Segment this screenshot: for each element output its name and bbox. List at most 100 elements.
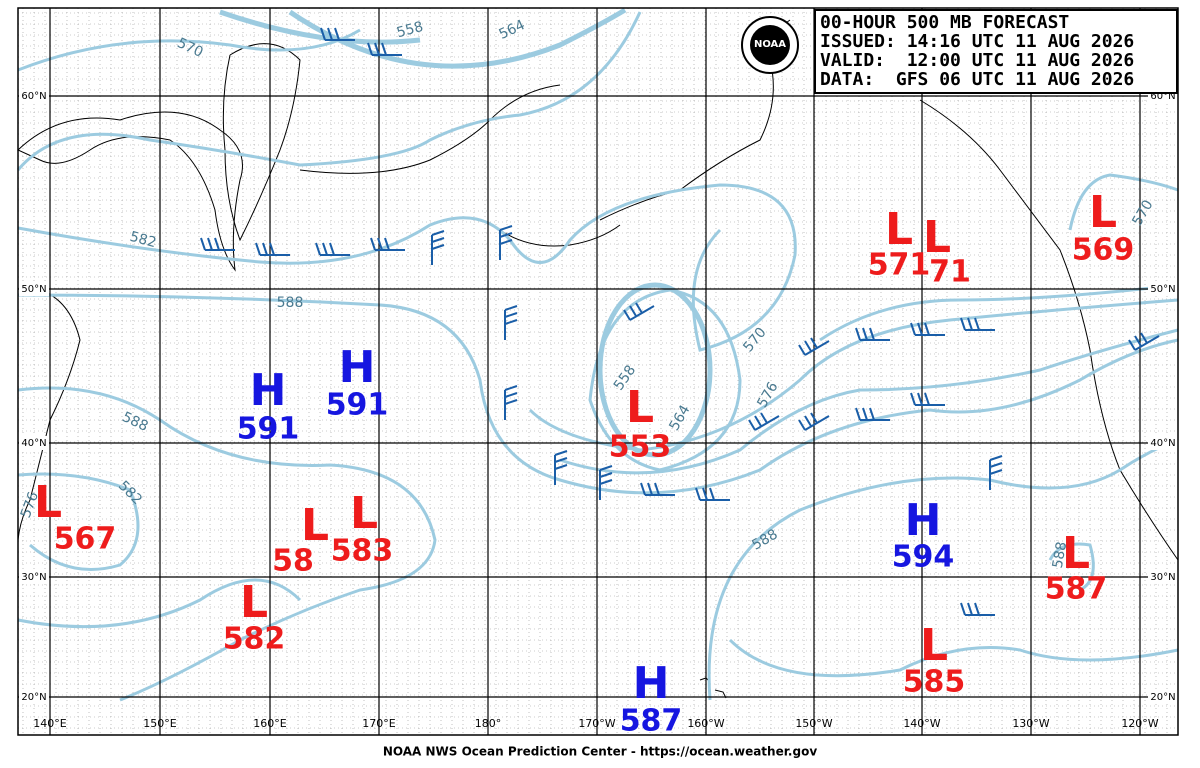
wind-barb — [855, 407, 890, 421]
lat-label-bg — [1148, 690, 1178, 704]
lon-label: 120°W — [1121, 717, 1158, 730]
lon-label: 160°W — [687, 717, 724, 730]
wind-barb — [315, 242, 350, 256]
header-line: DATA: GFS 06 UTC 11 AUG 2026 — [820, 69, 1134, 90]
lon-label: 160°E — [253, 717, 286, 730]
lat-label-bg — [1148, 282, 1178, 296]
lat-label-bg — [19, 89, 49, 103]
wind-barb — [320, 27, 355, 41]
header-box — [814, 9, 1178, 94]
center-value: 587 — [620, 704, 683, 739]
contour-label: 558 — [395, 19, 425, 41]
center-value: 582 — [223, 622, 286, 657]
header-line: VALID: 12:00 UTC 11 AUG 2026 — [820, 50, 1134, 71]
center-letter: L — [885, 204, 913, 255]
center-value: 58 — [272, 544, 314, 579]
center-letter: L — [626, 382, 654, 433]
center-letter: H — [250, 365, 287, 416]
lat-label: 60°N — [1150, 91, 1175, 102]
center-value: 585 — [903, 665, 966, 700]
contour-label: 582 — [128, 229, 158, 251]
lat-label-bg — [19, 690, 49, 704]
center-value: 571 — [868, 248, 931, 283]
lat-label-bg — [1148, 436, 1178, 450]
center-value: 569 — [1072, 233, 1135, 268]
lat-label: 40°N — [21, 438, 46, 449]
lat-label-bg — [19, 282, 49, 296]
center-letter: L — [240, 577, 268, 628]
lon-label: 170°E — [362, 717, 395, 730]
header-line: ISSUED: 14:16 UTC 11 AUG 2026 — [820, 31, 1134, 52]
center-value: 591 — [237, 412, 300, 447]
lat-label: 50°N — [1150, 284, 1175, 295]
center-letter: H — [633, 658, 670, 709]
lat-label: 50°N — [21, 284, 46, 295]
lon-label: 170°W — [578, 717, 615, 730]
header-line: 00-HOUR 500 MB FORECAST — [820, 12, 1069, 33]
center-letter: L — [920, 620, 948, 671]
center-value: 567 — [54, 522, 117, 557]
wind-barb — [640, 482, 675, 496]
lat-label: 20°N — [1150, 692, 1175, 703]
wind-barb — [554, 450, 568, 485]
lat-label: 30°N — [21, 572, 46, 583]
center-letter: L — [1089, 187, 1117, 238]
wind-barb — [695, 487, 730, 501]
center-letter: H — [339, 342, 376, 393]
lon-label: 150°E — [143, 717, 176, 730]
center-letter: L — [350, 488, 378, 539]
wind-barb — [1128, 332, 1160, 351]
center-letter: L — [923, 212, 951, 263]
wind-barb — [989, 455, 1003, 490]
lat-label-bg — [19, 570, 49, 584]
noaa-logo: NOAA — [741, 16, 799, 74]
center-value: 71 — [929, 255, 971, 290]
contour-label: 588 — [277, 295, 304, 311]
center-value: 591 — [326, 388, 389, 423]
wind-barb — [499, 225, 513, 260]
lon-label: 150°W — [795, 717, 832, 730]
wind-barb — [960, 317, 995, 331]
center-value: 594 — [892, 540, 955, 575]
wind-barbs — [200, 27, 1160, 616]
center-letter: L — [1062, 528, 1090, 579]
lon-label: 180° — [475, 717, 502, 730]
logo-text: NOAA — [754, 39, 786, 50]
wind-barb — [370, 237, 405, 251]
lat-label: 60°N — [21, 91, 46, 102]
height-contours — [16, 7, 1179, 702]
lat-label: 40°N — [1150, 438, 1175, 449]
center-letter: H — [905, 495, 942, 546]
center-value: 587 — [1045, 572, 1108, 607]
contour-label: 588 — [1050, 540, 1070, 569]
wind-barb — [200, 237, 235, 251]
lon-label: 140°E — [33, 717, 66, 730]
wind-barb — [255, 242, 290, 256]
wind-barb — [504, 385, 518, 420]
footer: NOAA NWS Ocean Prediction Center - https… — [383, 745, 817, 759]
wind-barb — [960, 602, 995, 616]
lon-label: 130°W — [1012, 717, 1049, 730]
center-value: 583 — [331, 534, 394, 569]
wind-barb — [910, 322, 945, 336]
wind-barb — [798, 337, 830, 356]
lon-label: 140°W — [903, 717, 940, 730]
wind-barb — [798, 412, 830, 431]
center-letter: L — [34, 477, 62, 528]
wind-barb — [623, 302, 655, 321]
wind-barb — [504, 305, 518, 340]
wind-barb — [748, 412, 780, 431]
lat-lon-grid — [18, 8, 1178, 735]
center-value: 553 — [609, 430, 672, 465]
lat-label: 20°N — [21, 692, 46, 703]
labels: 140°E 150°E 160°E 170°E 180° 170°W 160°W 150°W 1… — [18, 17, 1178, 739]
lat-label: 30°N — [1150, 572, 1175, 583]
map-frame — [17, 7, 1179, 736]
wind-barb — [910, 392, 945, 406]
wind-barb — [855, 327, 890, 341]
lat-label-bg — [19, 436, 49, 450]
lat-label-bg — [1148, 570, 1178, 584]
wind-barb — [367, 42, 402, 56]
